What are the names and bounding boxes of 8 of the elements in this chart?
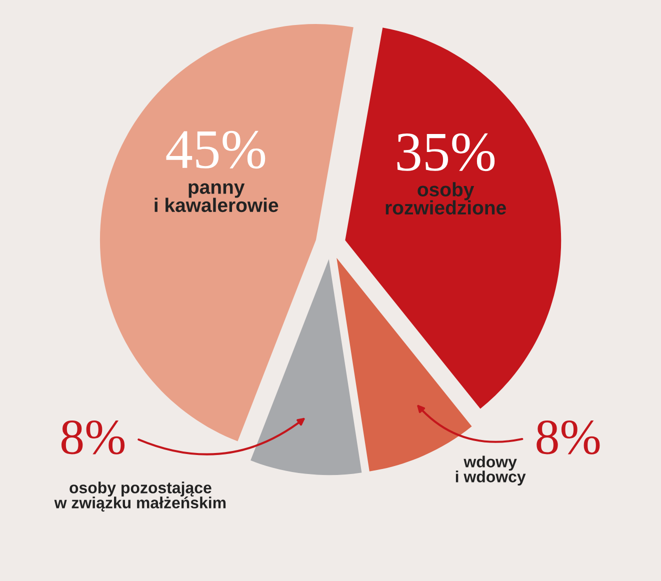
data-label: 8% [536,420,600,454]
data-label: 35% [397,133,495,172]
data-label: 45% [166,130,266,169]
slice-label: osoby rozwiedzione [386,182,506,215]
slice-label: osoby pozostające w związku małżeńskim [54,482,226,512]
slice-label: panny i kawalerowie [154,183,278,212]
data-label: 8% [62,420,125,454]
slice-label: wdowy i wdowcy [456,456,526,486]
